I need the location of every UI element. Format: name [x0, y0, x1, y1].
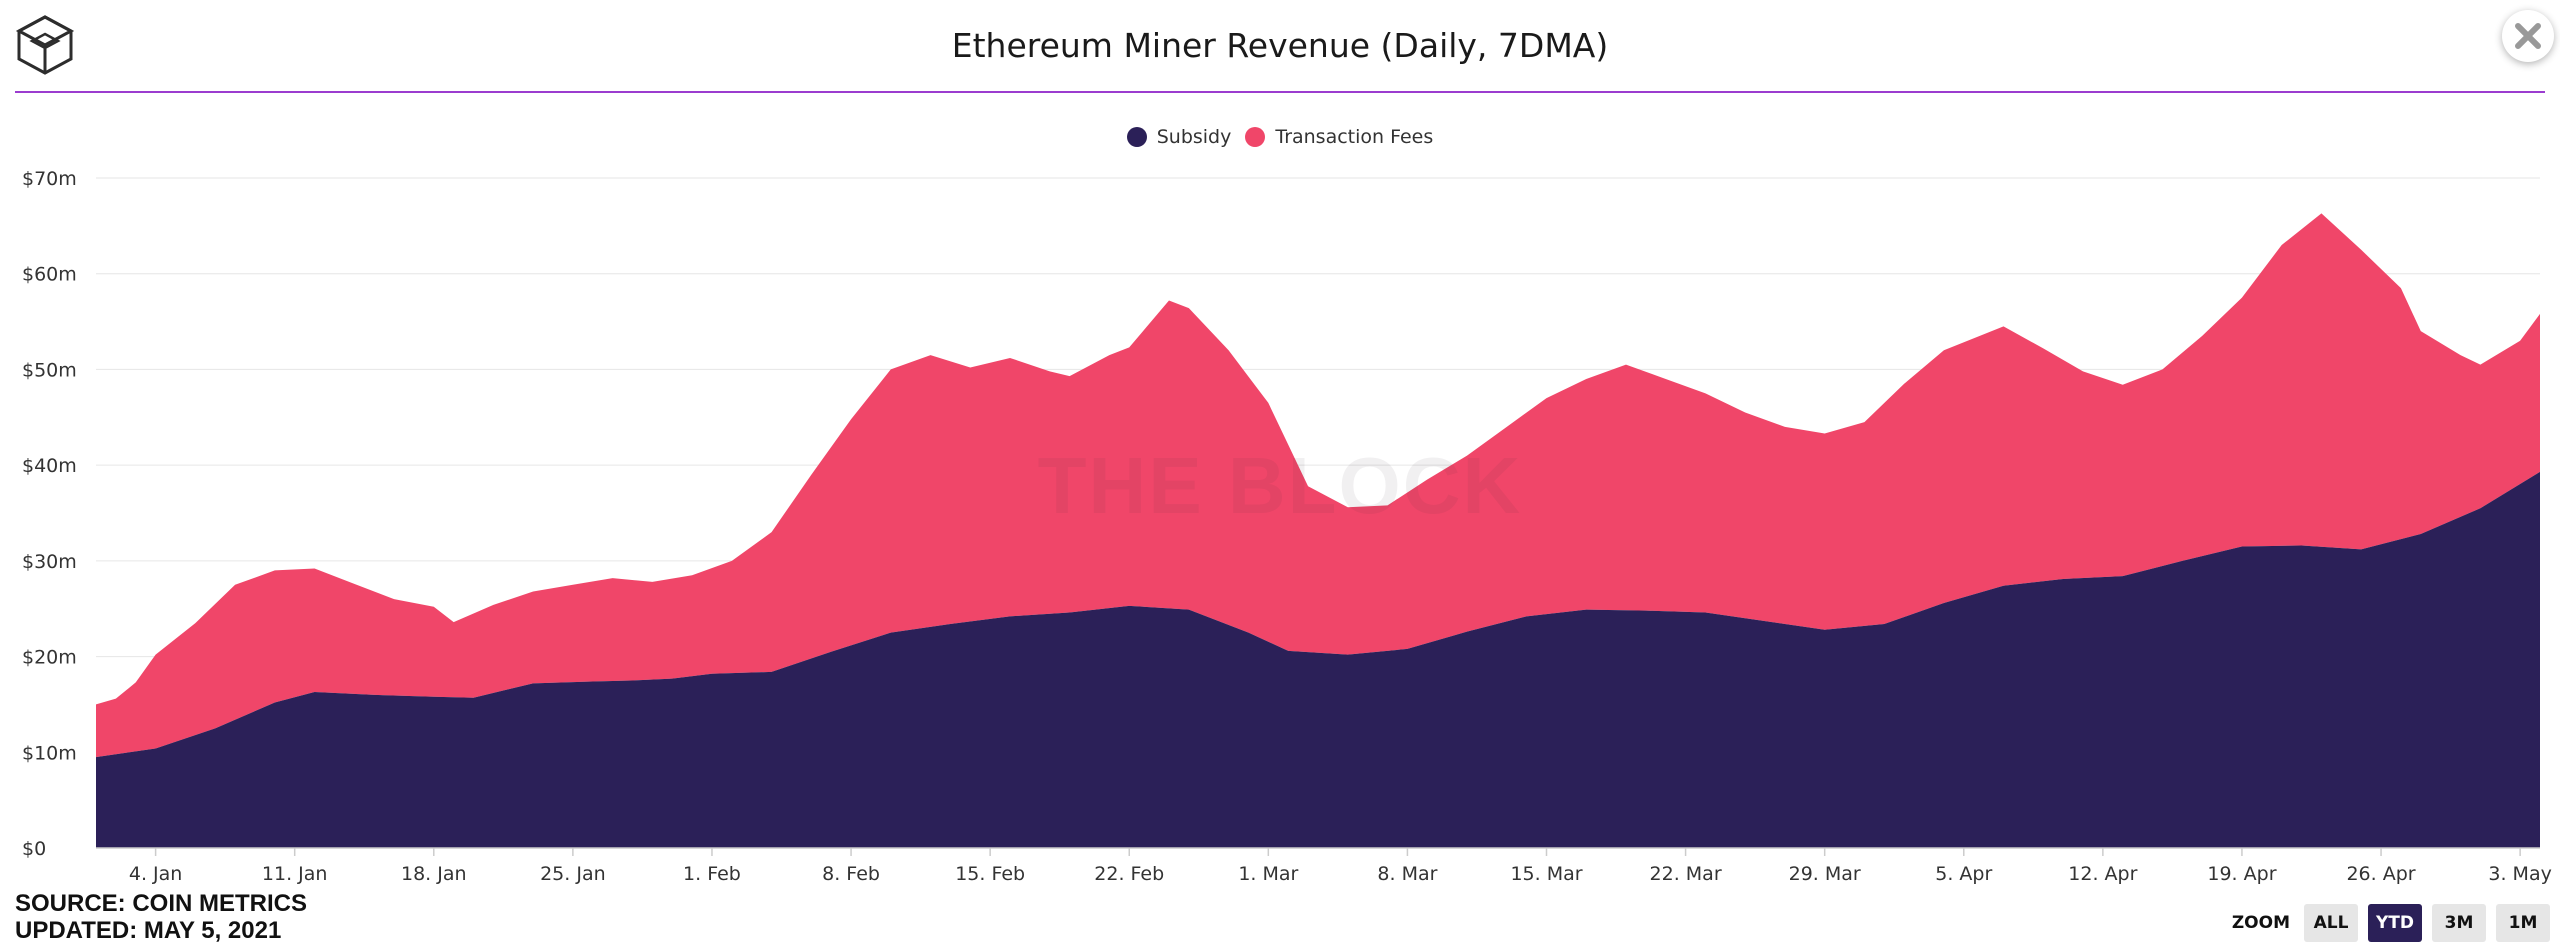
x-tick-label: 25. Jan [540, 863, 606, 885]
x-tick-label: 15. Mar [1510, 863, 1582, 885]
zoom-ytd-button[interactable]: YTD [2368, 904, 2422, 942]
x-tick-label: 22. Mar [1650, 863, 1722, 885]
y-tick-label: $0 [22, 838, 46, 860]
legend-label-subsidy: Subsidy [1156, 126, 1232, 148]
chart-title: Ethereum Miner Revenue (Daily, 7DMA) [951, 26, 1609, 65]
legend-swatch-subsidy [1126, 127, 1147, 147]
legend-item-transaction-fees[interactable]: Transaction Fees [1245, 126, 1433, 148]
x-tick-label: 29. Mar [1789, 863, 1861, 885]
the-block-logo [15, 15, 75, 75]
chart-legend: Subsidy Transaction Fees [0, 126, 2560, 148]
zoom-3m-button[interactable]: 3M [2432, 904, 2486, 942]
x-tick-label: 12. Apr [2068, 863, 2137, 885]
close-icon [2515, 23, 2541, 49]
zoom-all-button[interactable]: ALL [2304, 904, 2358, 942]
zoom-label: ZOOM [2231, 913, 2290, 933]
x-tick-label: 3. May [2488, 863, 2551, 885]
x-tick-label: 1. Mar [1238, 863, 1298, 885]
legend-swatch-transaction-fees [1245, 127, 1266, 147]
x-tick-label: 8. Feb [822, 863, 880, 885]
updated-line: UPDATED: MAY 5, 2021 [15, 917, 282, 944]
legend-label-transaction-fees: Transaction Fees [1275, 126, 1434, 148]
subsidy-area [96, 471, 2540, 848]
x-tick-label: 15. Feb [955, 863, 1025, 885]
y-tick-label: $40m [22, 455, 77, 477]
zoom-1m-button[interactable]: 1M [2496, 904, 2550, 942]
title-divider [15, 91, 2545, 93]
source-line: SOURCE: COIN METRICS [15, 890, 308, 917]
y-tick-label: $10m [22, 742, 77, 764]
y-tick-label: $20m [22, 647, 77, 669]
fees-area [96, 213, 2540, 758]
x-tick-label: 4. Jan [129, 863, 182, 885]
legend-item-subsidy[interactable]: Subsidy [1126, 126, 1232, 148]
y-tick-label: $70m [22, 168, 77, 190]
x-tick-label: 5. Apr [1935, 863, 1992, 885]
y-tick-label: $30m [22, 551, 77, 573]
y-tick-label: $50m [22, 359, 77, 381]
x-tick-label: 18. Jan [401, 863, 467, 885]
x-tick-label: 19. Apr [2207, 863, 2276, 885]
x-tick-label: 11. Jan [262, 863, 328, 885]
y-tick-label: $60m [22, 264, 77, 286]
close-button[interactable] [2502, 10, 2554, 62]
x-tick-label: 22. Feb [1094, 863, 1164, 885]
x-tick-label: 26. Apr [2346, 863, 2415, 885]
x-tick-label: 8. Mar [1377, 863, 1437, 885]
source-note: SOURCE: COIN METRICS UPDATED: MAY 5, 202… [15, 890, 307, 944]
zoom-controls: ZOOM ALL YTD 3M 1M [2232, 904, 2550, 942]
x-tick-label: 1. Feb [683, 863, 741, 885]
